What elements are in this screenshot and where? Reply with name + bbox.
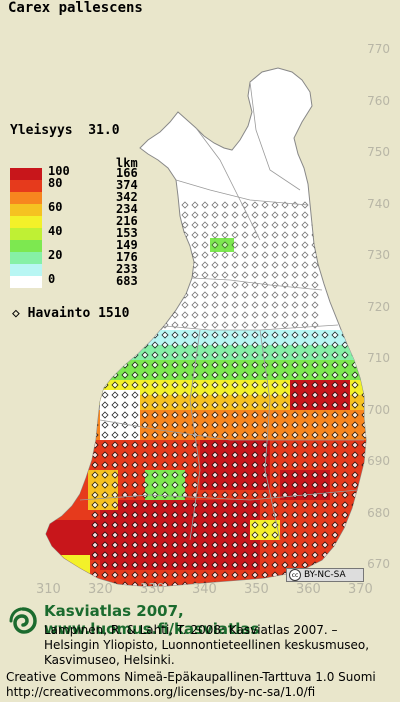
footer-license: Creative Commons Nimeä-Epäkaupallinen-Ta… <box>6 670 376 699</box>
frequency-value: 31.0 <box>88 123 120 138</box>
legend-swatch <box>10 228 42 240</box>
legend-swatch <box>10 180 42 192</box>
x-tick-label: 340 <box>192 582 217 597</box>
legend-value-label: 20 <box>48 248 63 262</box>
license-badge[interactable]: cc BY-NC-SA <box>286 568 364 582</box>
legend-swatch <box>10 252 42 264</box>
y-tick-label: 740 <box>367 196 390 211</box>
legend-count: 234 <box>116 202 138 216</box>
legend-value-label: 40 <box>48 224 63 238</box>
legend-count: 233 <box>116 262 138 276</box>
legend-count: 176 <box>116 250 138 264</box>
x-tick-label: 310 <box>36 582 61 597</box>
legend-swatch <box>10 276 42 288</box>
legend-count: 683 <box>116 274 138 288</box>
legend-swatch <box>10 168 42 180</box>
x-tick-label: 320 <box>88 582 113 597</box>
legend-value-label: 100 <box>48 164 70 178</box>
kasviatlas-spiral-logo-icon <box>9 607 37 634</box>
y-tick-label: 720 <box>367 299 390 314</box>
color-legend: 100 166 80 374 342 60 234 216 40 153 149 20 176 233 0 6… <box>10 164 160 298</box>
legend-swatch <box>10 264 42 276</box>
observation-count: ◇ Havainto 1510 <box>12 306 129 321</box>
legend-count: 374 <box>116 178 138 192</box>
cc-icon: cc <box>289 569 301 581</box>
y-tick-label: 770 <box>367 42 390 56</box>
legend-count: 166 <box>116 166 138 180</box>
y-tick-label: 750 <box>367 145 390 159</box>
y-tick-label: 680 <box>367 505 390 520</box>
y-tick-label: 760 <box>367 93 390 108</box>
legend-swatch <box>10 192 42 204</box>
footer-title: Kasviatlas 2007, www.luomus.fi/kasviatla… <box>44 602 260 638</box>
legend-swatch <box>10 240 42 252</box>
x-tick-label: 330 <box>140 582 165 597</box>
x-tick-label: 370 <box>348 582 373 597</box>
frequency-label: Yleisyys <box>10 123 73 138</box>
species-title: Carex pallescens <box>8 0 143 16</box>
legend-swatch <box>10 216 42 228</box>
y-tick-label: 670 <box>367 557 390 571</box>
license-badge-text: BY-NC-SA <box>304 570 346 580</box>
legend-value-label: 80 <box>48 176 63 190</box>
legend-count: 216 <box>116 214 138 228</box>
legend-swatch <box>10 204 42 216</box>
legend-value-label: 60 <box>48 200 63 214</box>
legend-count-header: lkm <box>116 156 138 170</box>
y-tick-label: 730 <box>367 248 390 262</box>
y-tick-label: 700 <box>367 402 390 417</box>
frequency-readout: Yleisyys 31.0 <box>10 123 120 138</box>
legend-count: 149 <box>116 238 138 252</box>
x-tick-label: 360 <box>296 582 321 597</box>
region-borders <box>79 81 364 541</box>
observation-value: 1510 <box>98 306 130 321</box>
y-tick-label: 710 <box>367 351 390 365</box>
footer-reference: Lampinen, R. & Lahti, T. 2008: Kasviatla… <box>44 623 370 667</box>
x-tick-label: 350 <box>244 582 269 597</box>
legend-count: 153 <box>116 226 138 240</box>
distribution-map <box>45 67 367 587</box>
observation-marker-icon: ◇ <box>12 306 20 321</box>
legend-value-label: 0 <box>48 272 56 286</box>
y-tick-label: 690 <box>367 454 390 468</box>
observation-label: Havainto <box>27 306 91 321</box>
frequency-heatmap <box>46 200 366 586</box>
legend-count: 342 <box>116 190 138 204</box>
